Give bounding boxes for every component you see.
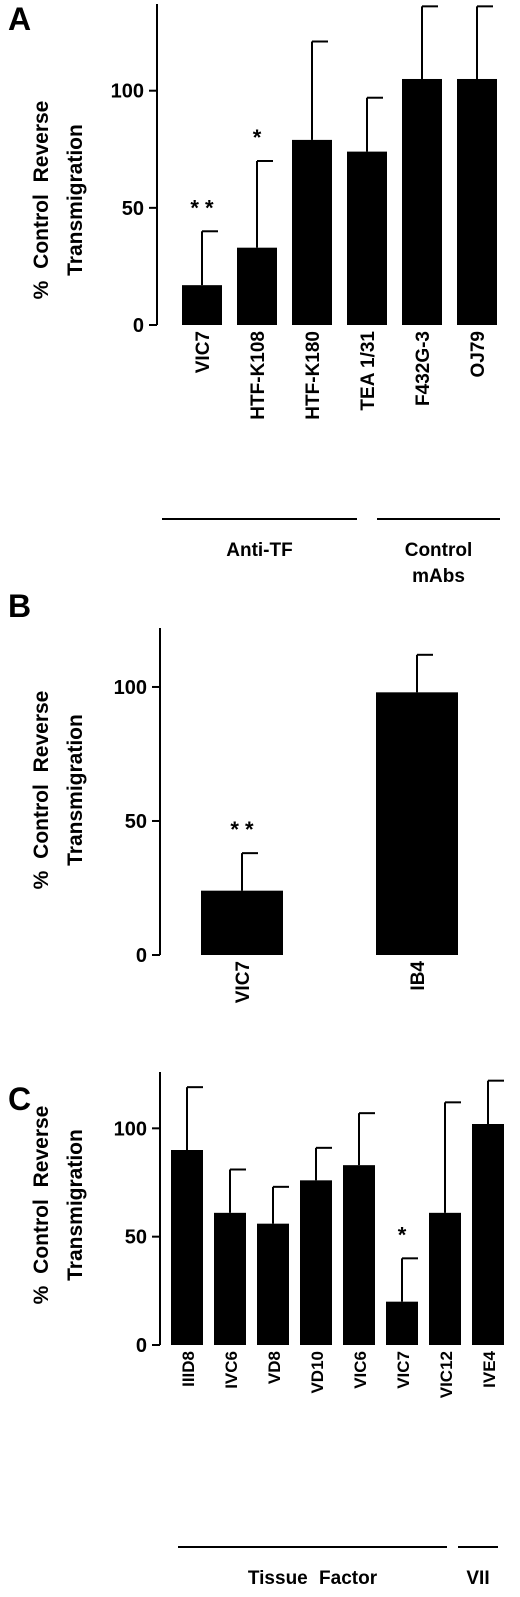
bar	[201, 890, 283, 955]
y-tick-label: 50	[122, 198, 144, 220]
bar	[257, 1223, 289, 1345]
group-label: Anti-TF	[226, 540, 292, 561]
significance-marker: * *	[190, 195, 214, 220]
y-tick-label: 0	[136, 945, 147, 967]
bar	[429, 1212, 461, 1345]
bar	[237, 247, 277, 325]
y-axis-label: Transmigration	[64, 1129, 87, 1281]
bar	[472, 1124, 504, 1345]
bar	[402, 78, 442, 325]
category-label: VIC7	[394, 1351, 413, 1389]
y-tick-label: 50	[125, 1227, 147, 1249]
significance-marker: *	[253, 125, 262, 150]
category-label: HTF-K180	[303, 331, 324, 420]
y-axis-label: % Control Reverse	[30, 691, 53, 890]
panel-a-letter: A	[8, 1, 31, 37]
category-label: VD10	[308, 1351, 327, 1394]
category-label: F432G-3	[413, 331, 434, 406]
y-tick-label: 100	[111, 81, 144, 103]
bar	[347, 151, 387, 325]
category-label: IVE4	[480, 1350, 499, 1387]
bar	[214, 1212, 246, 1345]
y-tick-label: 0	[133, 315, 144, 337]
panel-a: A 0 50 100 % Control Reverse Transmigration *…	[8, 1, 500, 587]
group-label: mAbs	[412, 566, 465, 587]
group-label: Control	[405, 540, 473, 561]
panel-c: C 0 50 100 % Control Reverse Transmigration I…	[8, 1072, 504, 1589]
category-label: IIID8	[179, 1351, 198, 1387]
panel-b-letter: B	[8, 588, 31, 624]
y-axis-label: % Control Reverse	[30, 101, 53, 300]
category-label: VD8	[265, 1351, 284, 1384]
category-label: VIC12	[437, 1351, 456, 1398]
bar	[376, 692, 458, 955]
category-label: TEA 1/31	[358, 331, 379, 411]
category-label: VIC7	[233, 961, 254, 1003]
category-label: HTF-K108	[248, 331, 269, 420]
bar	[182, 285, 222, 325]
bar	[457, 78, 497, 325]
bar	[292, 139, 332, 325]
category-label: VIC7	[193, 331, 214, 373]
y-tick-label: 0	[136, 1335, 147, 1357]
y-tick-label: 100	[114, 677, 147, 699]
panel-c-letter: C	[8, 1081, 31, 1117]
bar	[386, 1301, 418, 1345]
category-label: VIC6	[351, 1351, 370, 1389]
bar	[300, 1180, 332, 1345]
y-axis-label: Transmigration	[64, 714, 87, 866]
significance-marker: *	[398, 1222, 407, 1247]
y-axis-label: % Control Reverse	[30, 1106, 53, 1305]
significance-marker: * *	[230, 817, 254, 842]
bar	[171, 1150, 203, 1345]
y-tick-label: 100	[114, 1118, 147, 1140]
panel-b: B 0 50 100 % Control Reverse Transmigration *…	[8, 588, 458, 1003]
category-label: IVC6	[222, 1351, 241, 1389]
group-label: VII	[466, 1568, 489, 1589]
category-label: IB4	[408, 961, 429, 991]
y-axis-label: Transmigration	[64, 124, 87, 276]
y-tick-label: 50	[125, 811, 147, 833]
group-label: Tissue Factor	[248, 1568, 378, 1589]
bar	[343, 1165, 375, 1345]
category-label: OJ79	[468, 331, 489, 377]
